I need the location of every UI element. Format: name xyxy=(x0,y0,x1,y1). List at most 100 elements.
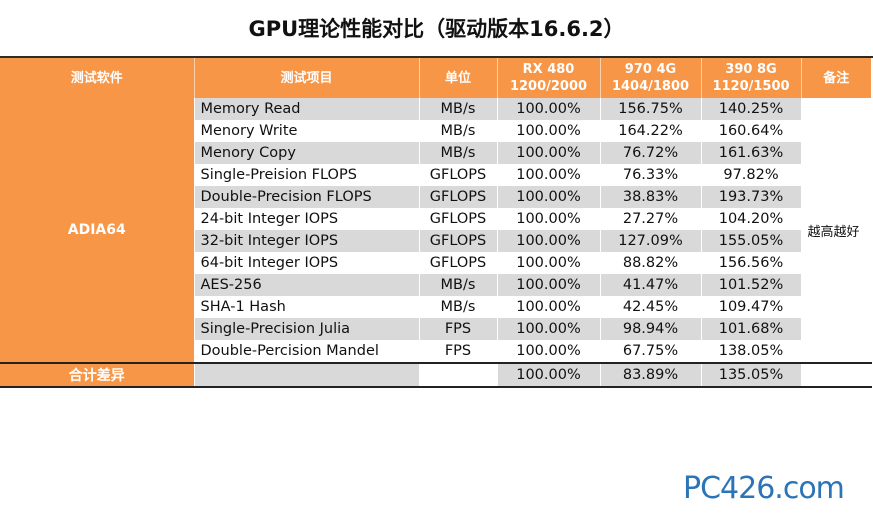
test-item: Double-Percision Mandel xyxy=(194,340,420,363)
rx480-value: 100.00% xyxy=(497,208,601,230)
unit-cell: FPS xyxy=(419,318,498,340)
rx480-value: 100.00% xyxy=(497,186,601,208)
header-gpu-rx480: RX 480 1200/2000 xyxy=(497,58,601,98)
table-body: ADIA64 Memory Read MB/s 100.00% 156.75% 140.2… xyxy=(0,98,872,388)
note-cell: 越高越好 xyxy=(801,98,872,363)
unit-cell: FPS xyxy=(419,340,498,363)
unit-cell: GFLOPS xyxy=(419,230,498,252)
header-gpu-name: 390 8G xyxy=(725,62,777,77)
table-row: 24-bit Integer IOPS GFLOPS 100.00% 27.27% 10… xyxy=(0,208,871,230)
gtx970-value: 41.47% xyxy=(600,274,702,296)
header-item: 测试项目 xyxy=(194,58,420,98)
rx480-value: 100.00% xyxy=(497,164,601,186)
header-gpu-clock: 1200/2000 xyxy=(509,79,588,94)
rx480-value: 100.00% xyxy=(497,274,601,296)
table-row: Single-Precision Julia FPS 100.00% 98.94% 10… xyxy=(0,318,871,340)
total-row: 合计差异 100.00% 83.89% 135.05% xyxy=(0,362,872,388)
software-cell: ADIA64 xyxy=(0,98,195,363)
gtx970-value: 76.72% xyxy=(600,142,702,164)
header-unit: 单位 xyxy=(419,58,498,98)
header-row: 测试软件 测试项目 单位 RX 480 1200/2000 970 4G 1404/… xyxy=(0,58,871,98)
table-row: AES-256 MB/s 100.00% 41.47% 101.52% xyxy=(0,274,871,296)
test-item: Menory Write xyxy=(194,120,420,142)
rx480-value: 100.00% xyxy=(497,120,601,142)
test-item: 32-bit Integer IOPS xyxy=(194,230,420,252)
rx480-value: 100.00% xyxy=(497,318,601,340)
header-gpu-970: 970 4G 1404/1800 xyxy=(600,58,702,98)
table-row: 32-bit Integer IOPS GFLOPS 100.00% 127.09% 1… xyxy=(0,230,871,252)
r390-value: 97.82% xyxy=(701,164,802,186)
unit-cell: MB/s xyxy=(419,98,498,120)
unit-cell: GFLOPS xyxy=(419,252,498,274)
test-item: Single-Preision FLOPS xyxy=(194,164,420,186)
test-item: Double-Precision FLOPS xyxy=(194,186,420,208)
r390-value: 104.20% xyxy=(701,208,802,230)
test-item: Single-Precision Julia xyxy=(194,318,420,340)
rx480-value: 100.00% xyxy=(497,230,601,252)
unit-cell: MB/s xyxy=(419,120,498,142)
header-gpu-name: RX 480 xyxy=(522,62,575,77)
unit-cell: MB/s xyxy=(419,274,498,296)
total-empty-note xyxy=(801,362,872,388)
gtx970-value: 42.45% xyxy=(600,296,702,318)
gtx970-value: 67.75% xyxy=(600,340,702,363)
r390-value: 193.73% xyxy=(701,186,802,208)
unit-cell: GFLOPS xyxy=(419,186,498,208)
gtx970-value: 76.33% xyxy=(600,164,702,186)
table-row: Double-Percision Mandel FPS 100.00% 67.75% 1… xyxy=(0,340,871,363)
table-row: Menory Write MB/s 100.00% 164.22% 160.64% xyxy=(0,120,871,142)
r390-value: 155.05% xyxy=(701,230,802,252)
unit-cell: MB/s xyxy=(419,142,498,164)
r390-value: 109.47% xyxy=(701,296,802,318)
total-rx480: 100.00% xyxy=(497,362,601,388)
table-row: ADIA64 Memory Read MB/s 100.00% 156.75% 140.2… xyxy=(0,98,872,363)
gpu-comparison-table: 测试软件 测试项目 单位 RX 480 1200/2000 970 4G 1404/… xyxy=(0,58,872,388)
watermark-logo: PC426.com xyxy=(683,471,845,506)
total-label: 合计差异 xyxy=(0,362,195,388)
total-gtx970: 83.89% xyxy=(600,362,702,388)
table-row: Double-Precision FLOPS GFLOPS 100.00% 38.83… xyxy=(0,186,871,208)
gtx970-value: 156.75% xyxy=(600,98,702,120)
gtx970-value: 164.22% xyxy=(600,120,702,142)
header-gpu-name: 970 4G xyxy=(624,62,677,77)
unit-cell: MB/s xyxy=(419,296,498,318)
table-row: Menory Copy MB/s 100.00% 76.72% 161.63% xyxy=(0,142,871,164)
test-item: Memory Read xyxy=(194,98,420,120)
unit-cell: GFLOPS xyxy=(419,164,498,186)
r390-value: 138.05% xyxy=(701,340,802,363)
header-gpu-clock: 1404/1800 xyxy=(611,79,690,94)
r390-value: 101.68% xyxy=(701,318,802,340)
r390-value: 161.63% xyxy=(701,142,802,164)
r390-value: 156.56% xyxy=(701,252,802,274)
unit-cell: GFLOPS xyxy=(419,208,498,230)
rx480-value: 100.00% xyxy=(497,296,601,318)
total-r390: 135.05% xyxy=(701,362,802,388)
test-item: AES-256 xyxy=(194,274,420,296)
header-gpu-390: 390 8G 1120/1500 xyxy=(701,58,802,98)
test-item: 24-bit Integer IOPS xyxy=(194,208,420,230)
rx480-value: 100.00% xyxy=(497,98,601,120)
table-row: Single-Preision FLOPS GFLOPS 100.00% 76.33%… xyxy=(0,164,871,186)
table-row: 64-bit Integer IOPS GFLOPS 100.00% 88.82% 15… xyxy=(0,252,871,274)
test-item: SHA-1 Hash xyxy=(194,296,420,318)
table-row: SHA-1 Hash MB/s 100.00% 42.45% 109.47% xyxy=(0,296,871,318)
r390-value: 101.52% xyxy=(701,274,802,296)
gtx970-value: 38.83% xyxy=(600,186,702,208)
title-divider xyxy=(0,56,873,58)
test-item: Menory Copy xyxy=(194,142,420,164)
total-empty-unit xyxy=(419,362,498,388)
test-item: 64-bit Integer IOPS xyxy=(194,252,420,274)
rx480-value: 100.00% xyxy=(497,340,601,363)
r390-value: 140.25% xyxy=(701,98,802,120)
gtx970-value: 127.09% xyxy=(600,230,702,252)
gtx970-value: 27.27% xyxy=(600,208,702,230)
header-gpu-clock: 1120/1500 xyxy=(712,79,790,94)
rx480-value: 100.00% xyxy=(497,252,601,274)
header-software: 测试软件 xyxy=(0,58,195,98)
total-empty-item xyxy=(194,362,420,388)
header-note: 备注 xyxy=(801,58,871,98)
page-title: GPU理论性能对比（驱动版本16.6.2） xyxy=(248,17,625,41)
gtx970-value: 88.82% xyxy=(600,252,702,274)
r390-value: 160.64% xyxy=(701,120,802,142)
rx480-value: 100.00% xyxy=(497,142,601,164)
